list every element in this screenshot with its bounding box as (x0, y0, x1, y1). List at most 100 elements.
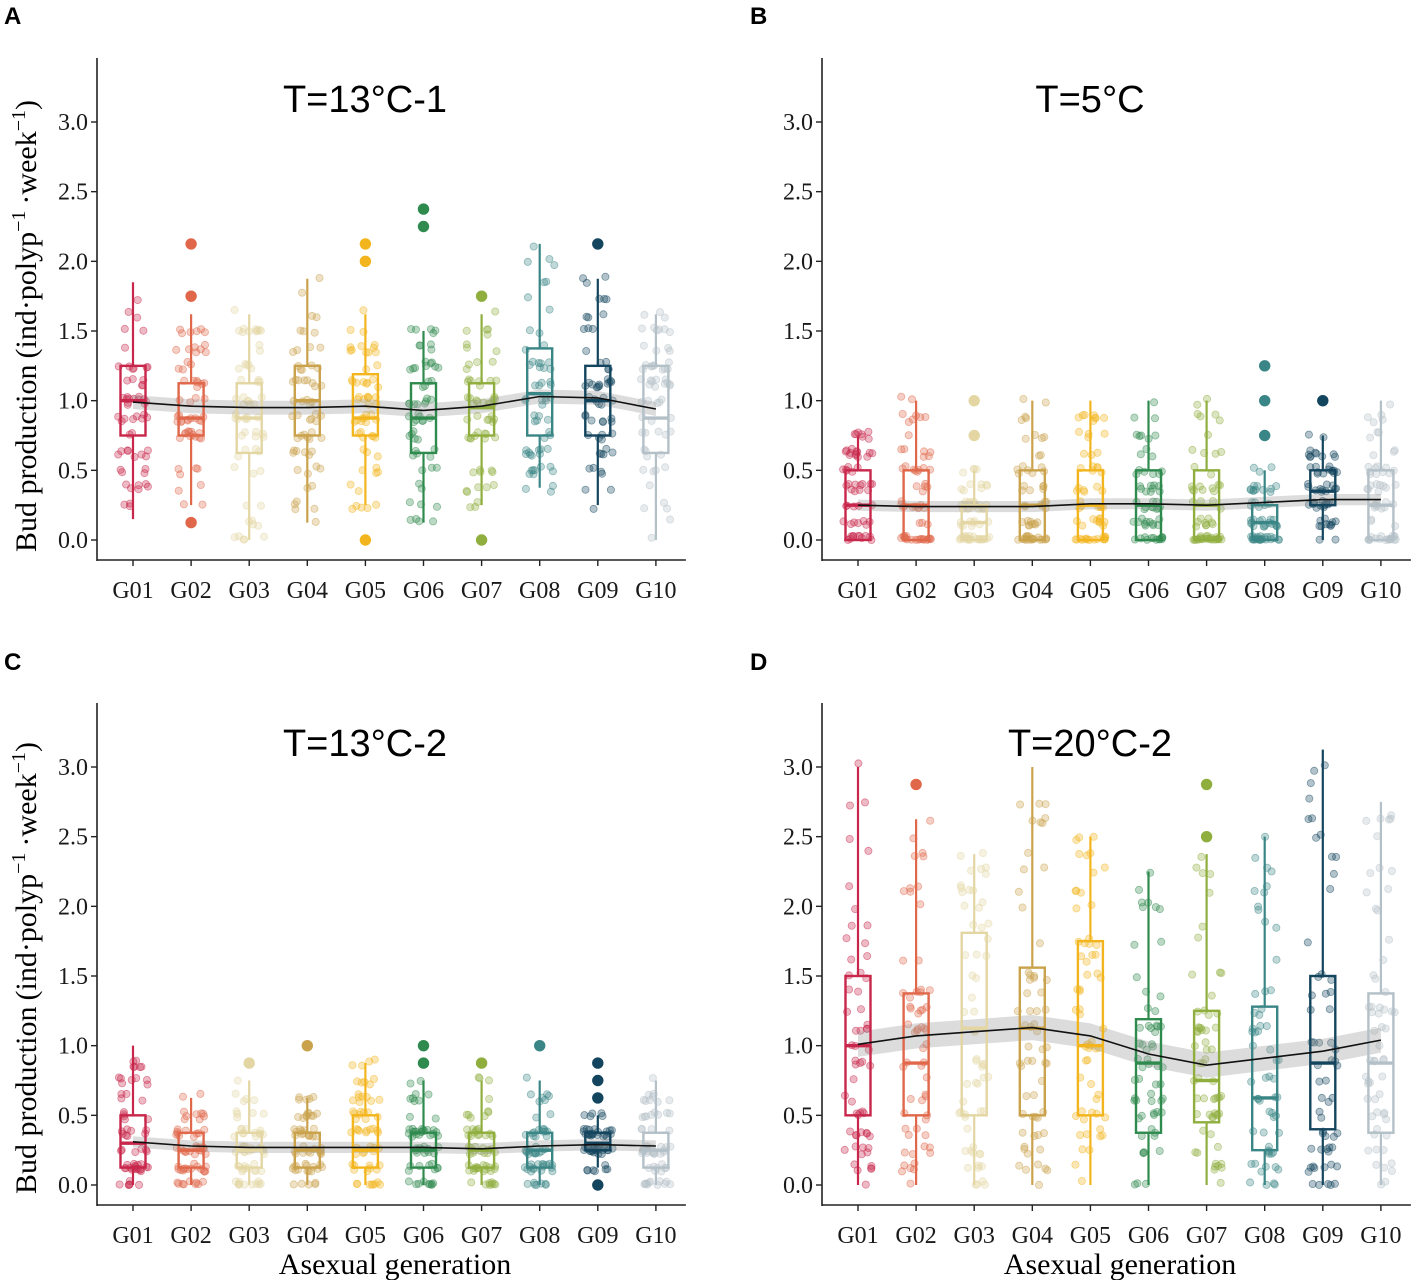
y-tick-label: 1.5 (58, 964, 88, 990)
data-point (432, 502, 441, 511)
data-point (1211, 410, 1220, 419)
data-point (1017, 416, 1026, 425)
data-point (1201, 1038, 1210, 1047)
data-point (1035, 1180, 1044, 1189)
y-tick-label: 0.5 (58, 1103, 88, 1129)
y-tick-label: 1.5 (58, 319, 88, 345)
data-point (550, 261, 559, 270)
data-point (590, 1167, 599, 1176)
data-point (528, 357, 537, 366)
data-point (1369, 418, 1378, 427)
data-point (1372, 1145, 1381, 1154)
x-tick-label: G10 (1360, 1223, 1401, 1249)
data-point (1266, 986, 1275, 995)
data-point (849, 1075, 858, 1084)
data-point (1087, 450, 1096, 459)
x-tick-label: G09 (577, 1223, 618, 1249)
data-point (1150, 1110, 1159, 1119)
data-point (415, 1096, 424, 1105)
data-point (423, 394, 432, 403)
data-point (963, 1163, 972, 1172)
panel-c-title: T=13°C-2 (283, 723, 447, 765)
outlier-point (1259, 429, 1271, 442)
x-axis-label-left: Asexual generation (279, 1248, 511, 1280)
data-point (598, 469, 607, 478)
data-point (1315, 1107, 1324, 1116)
data-point (1137, 898, 1146, 907)
data-point (297, 1179, 306, 1188)
data-point (191, 393, 200, 402)
data-point (1306, 779, 1315, 788)
data-point (1249, 463, 1258, 472)
data-point (1040, 433, 1049, 442)
data-point (906, 1179, 915, 1188)
data-point (411, 363, 420, 372)
data-point (644, 396, 653, 405)
data-point (1080, 410, 1089, 419)
data-point (1325, 1005, 1334, 1014)
outlier-point (592, 1074, 604, 1087)
data-point (312, 462, 321, 471)
data-point (346, 343, 355, 352)
y-tick-label: 1.5 (783, 319, 813, 345)
x-tick-label: G01 (837, 1223, 878, 1249)
data-point (847, 485, 856, 494)
data-point (1135, 1023, 1144, 1032)
data-point (117, 1090, 126, 1099)
data-point (1265, 1072, 1274, 1081)
data-point (300, 376, 309, 385)
data-point (1096, 1125, 1105, 1134)
data-point (1198, 869, 1207, 878)
data-point (124, 1181, 133, 1190)
data-point (977, 923, 986, 932)
data-point (663, 1108, 672, 1117)
data-point (233, 1076, 242, 1085)
data-point (535, 381, 544, 390)
data-point (1198, 485, 1207, 494)
trend-line (132, 395, 657, 412)
data-point (1035, 939, 1044, 948)
data-point (474, 1073, 483, 1082)
outlier-point (185, 238, 197, 250)
data-point (1150, 398, 1159, 407)
data-point (174, 486, 183, 495)
data-point (867, 1164, 876, 1173)
data-point (1025, 486, 1034, 495)
data-point (666, 1180, 675, 1189)
data-point (1362, 816, 1371, 825)
data-point (1136, 450, 1145, 459)
svg-text:Bud production(ind·polyp−1·wee: Bud production(ind·polyp−1·week−1) (8, 742, 43, 1194)
data-point (123, 446, 132, 455)
data-point (973, 1079, 982, 1088)
data-point (1373, 832, 1382, 841)
data-point (1096, 1132, 1105, 1141)
data-point (527, 451, 536, 460)
data-point (1307, 1144, 1316, 1153)
data-point (178, 1179, 187, 1188)
data-point (294, 1113, 303, 1122)
data-point (984, 919, 993, 928)
data-point (352, 501, 361, 510)
data-point (1078, 1145, 1087, 1154)
data-point (1083, 970, 1092, 979)
data-point (976, 1150, 985, 1159)
data-point (404, 1177, 413, 1186)
data-point (1267, 867, 1276, 876)
panel-a-title: T=13°C-1 (283, 79, 447, 121)
data-point (1023, 989, 1032, 998)
data-point (115, 1180, 124, 1189)
data-point (864, 846, 873, 855)
data-point (312, 313, 321, 322)
data-point (841, 447, 850, 456)
data-point (192, 1110, 201, 1119)
data-point (916, 413, 925, 422)
data-point (234, 364, 243, 373)
data-point (192, 327, 201, 336)
data-point (487, 1178, 496, 1187)
data-point (1040, 863, 1049, 872)
data-point (904, 1130, 913, 1139)
data-point (1072, 835, 1081, 844)
y-tick-label: 2.0 (783, 249, 813, 275)
data-point (133, 313, 142, 322)
